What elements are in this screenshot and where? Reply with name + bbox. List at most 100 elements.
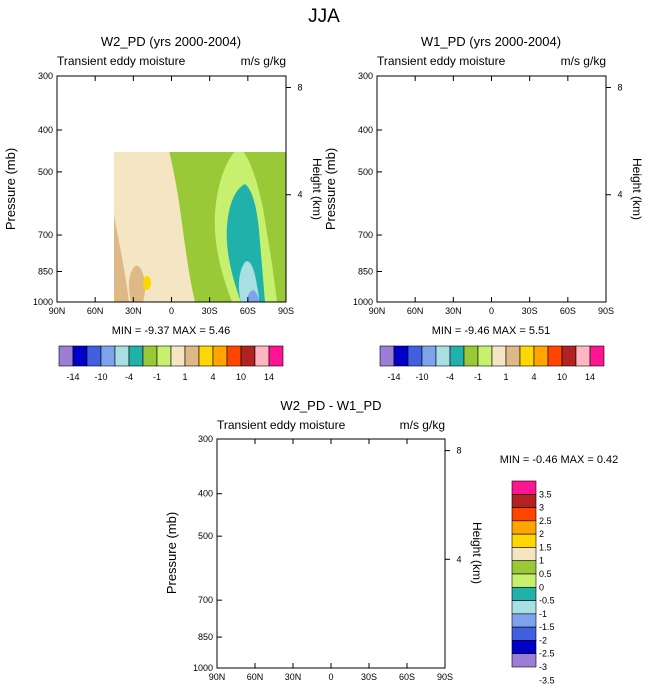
- colorbar-swatch: [477, 345, 493, 367]
- colorbar-swatch: [533, 345, 549, 367]
- right-panel-field: [377, 76, 606, 302]
- colorbar-label: 1: [503, 372, 508, 382]
- right-panel-frame: [376, 75, 607, 303]
- colorbar-label: -0.5: [539, 596, 555, 606]
- bottom-panel-ylabel: Pressure (mb): [164, 512, 179, 594]
- left-panel-field: [57, 76, 286, 302]
- x-tick-label: 0: [489, 306, 494, 316]
- colorbar-swatch: [435, 345, 451, 367]
- colorbar-label: -1.5: [539, 622, 555, 632]
- y-right-tick-label: 8: [456, 446, 461, 456]
- left-panel-minmax: MIN = -9.37 MAX = 5.46: [112, 325, 231, 337]
- bottom-panel-ylabel-right: Height (km): [470, 522, 484, 584]
- y-tick-label: 500: [198, 531, 213, 541]
- colorbar-swatch: [511, 560, 537, 575]
- colorbar-swatch: [511, 640, 537, 655]
- y-right-tick-label: 4: [297, 190, 302, 200]
- colorbar-swatch: [511, 573, 537, 588]
- colorbar-swatch: [142, 345, 158, 367]
- colorbar-swatch: [421, 345, 437, 367]
- colorbar-label: -3: [539, 662, 547, 672]
- left-panel-units: m/s g/kg: [241, 54, 286, 68]
- colorbar-swatch: [511, 507, 537, 522]
- colorbar-swatch: [86, 345, 102, 367]
- colorbar-label: -10: [415, 372, 428, 382]
- x-tick-label: 90N: [49, 306, 66, 316]
- colorbar-label: -2.5: [539, 649, 555, 659]
- y-right-tick-label: 4: [617, 190, 622, 200]
- colorbar-swatch: [511, 613, 537, 628]
- colorbar-swatch: [58, 345, 74, 367]
- colorbar-swatch: [511, 493, 537, 508]
- x-tick-label: 60N: [87, 306, 104, 316]
- colorbar-label: 4: [210, 372, 215, 382]
- y-tick-label: 300: [198, 434, 213, 444]
- colorbar-swatch: [198, 345, 214, 367]
- x-tick-label: 60N: [407, 306, 424, 316]
- colorbar-swatch: [511, 533, 537, 548]
- colorbar-swatch: [254, 345, 270, 367]
- left-panel-colorbar: -14 -10 -4 -1 1 4 10 14: [58, 345, 284, 382]
- y-tick-label: 400: [198, 489, 213, 499]
- colorbar-swatch: [128, 345, 144, 367]
- right-panel-axes: 90N 60N 30N 0 30S 60S 90S 300 400 500 700 850 1000 4 8: [353, 71, 623, 316]
- colorbar-swatch: [170, 345, 186, 367]
- y-right-tick-label: 8: [297, 82, 302, 92]
- colorbar-label: 1.5: [539, 542, 552, 552]
- colorbar-label: 0: [539, 582, 544, 592]
- colorbar-label: -14: [66, 372, 79, 382]
- colorbar-label: 1: [539, 556, 544, 566]
- right-panel-ylabel: Pressure (mb): [323, 148, 338, 230]
- colorbar-swatch: [547, 345, 563, 367]
- left-panel-ylabel-right: Height (km): [310, 158, 324, 220]
- y-tick-label: 300: [358, 71, 373, 81]
- right-panel-colorbar: -14 -10 -4 -1 1 4 10 14: [379, 345, 605, 382]
- colorbar-label: 3: [539, 503, 544, 513]
- colorbar-label: -3.5: [539, 675, 555, 685]
- y-tick-label: 850: [38, 266, 53, 276]
- colorbar-swatch: [463, 345, 479, 367]
- colorbar-swatch: [268, 345, 284, 367]
- right-panel-subtitle: Transient eddy moisture: [377, 54, 506, 68]
- colorbar-swatch: [491, 345, 507, 367]
- y-tick-label: 700: [38, 230, 53, 240]
- colorbar-swatch: [589, 345, 605, 367]
- y-tick-label: 1000: [353, 297, 373, 307]
- colorbar-swatch: [184, 345, 200, 367]
- colorbar-swatch: [511, 520, 537, 535]
- y-tick-label: 400: [38, 125, 53, 135]
- bottom-panel-frame: [216, 438, 446, 669]
- x-tick-label: 90N: [209, 672, 226, 682]
- colorbar-label: -1: [474, 372, 482, 382]
- bottom-panel-field: [217, 439, 445, 668]
- right-panel-units: m/s g/kg: [561, 54, 606, 68]
- bottom-panel-subtitle: Transient eddy moisture: [217, 418, 346, 432]
- x-tick-label: 60S: [560, 306, 576, 316]
- x-tick-label: 30N: [125, 306, 142, 316]
- colorbar-swatch: [511, 480, 537, 495]
- colorbar-label: 2: [539, 529, 544, 539]
- colorbar-swatch: [240, 345, 256, 367]
- colorbar-swatch: [100, 345, 116, 367]
- y-tick-label: 500: [38, 167, 53, 177]
- y-right-tick-label: 8: [617, 82, 622, 92]
- bottom-panel-units: m/s g/kg: [400, 418, 445, 432]
- colorbar-swatch: [575, 345, 591, 367]
- colorbar-swatch: [212, 345, 228, 367]
- x-tick-label: 30S: [361, 672, 377, 682]
- colorbar-swatch: [505, 345, 521, 367]
- colorbar-swatch: [114, 345, 130, 367]
- colorbar-label: 10: [557, 372, 567, 382]
- colorbar-swatch: [511, 653, 537, 668]
- y-tick-label: 850: [198, 632, 213, 642]
- y-tick-label: 500: [358, 167, 373, 177]
- colorbar-swatch: [226, 345, 242, 367]
- colorbar-swatch: [156, 345, 172, 367]
- colorbar-label: 1: [182, 372, 187, 382]
- right-panel-ylabel-right: Height (km): [630, 158, 644, 220]
- colorbar-label: -1: [153, 372, 161, 382]
- colorbar-label: 2.5: [539, 516, 552, 526]
- colorbar-label: -1: [539, 609, 547, 619]
- colorbar-swatch: [519, 345, 535, 367]
